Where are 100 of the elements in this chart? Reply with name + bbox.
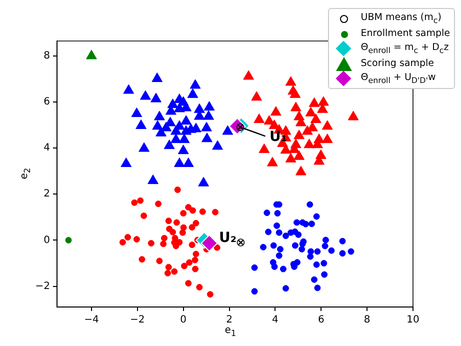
legend-label: Enrollment sample (360, 28, 450, 39)
point (199, 208, 206, 215)
point (270, 242, 277, 249)
point (265, 228, 272, 236)
point (276, 252, 282, 259)
point (164, 270, 171, 276)
point (190, 79, 201, 89)
y-tick-label: 8 (44, 50, 50, 62)
point (170, 134, 182, 144)
point (154, 110, 165, 120)
point (174, 158, 185, 167)
point (185, 204, 192, 211)
x-tick-label: 6 (318, 314, 324, 326)
x-tick-label: 4 (272, 314, 278, 326)
point (339, 238, 346, 244)
point (196, 284, 203, 290)
point (348, 248, 354, 255)
point (137, 197, 144, 204)
point (264, 210, 270, 216)
point (302, 220, 309, 228)
point (322, 120, 333, 130)
point (156, 258, 163, 264)
point (160, 240, 167, 248)
point (307, 253, 314, 260)
point (138, 142, 150, 152)
point (206, 291, 214, 298)
point (304, 138, 315, 148)
point (182, 158, 194, 167)
x-tick-label: 0 (180, 314, 187, 326)
point (192, 220, 200, 226)
point (271, 263, 278, 270)
point (140, 90, 151, 100)
point (251, 288, 258, 295)
point (222, 125, 234, 135)
point (161, 234, 168, 242)
y-tick-label: −2 (35, 280, 50, 292)
point (192, 256, 198, 264)
point (294, 150, 305, 160)
point (185, 280, 192, 287)
point (119, 239, 126, 246)
point (266, 156, 278, 166)
point (339, 250, 346, 257)
point (310, 114, 322, 124)
point (348, 110, 359, 120)
point (180, 210, 187, 217)
point (180, 115, 192, 125)
point (170, 125, 182, 135)
point (131, 199, 138, 206)
point (212, 140, 223, 150)
point (306, 201, 314, 208)
point (322, 236, 329, 244)
point (165, 218, 172, 224)
point (198, 176, 209, 186)
point (124, 234, 131, 240)
point (260, 244, 266, 250)
point (318, 96, 329, 106)
point (164, 140, 175, 150)
point (150, 92, 162, 102)
point (178, 134, 190, 144)
x-tick-label: 10 (406, 314, 420, 326)
point (254, 114, 265, 124)
point (320, 260, 328, 266)
point (173, 219, 180, 226)
point (290, 88, 301, 98)
point (328, 247, 335, 254)
point (65, 236, 72, 244)
point (120, 158, 132, 167)
point (258, 143, 270, 153)
point (180, 262, 188, 270)
point (214, 244, 220, 251)
point (295, 166, 306, 176)
point (314, 284, 321, 292)
point (274, 210, 281, 217)
x-axis-title: e$_{1}$ (224, 325, 238, 338)
point (136, 120, 147, 129)
point (204, 101, 215, 111)
point (140, 212, 148, 220)
point (188, 224, 196, 231)
x-tick-label: 8 (364, 314, 370, 326)
point (178, 144, 189, 154)
legend-label: Scoring sample (360, 58, 434, 69)
point (282, 285, 290, 292)
point (192, 266, 199, 272)
point (251, 91, 262, 101)
point (308, 220, 315, 228)
point (313, 213, 320, 220)
point (156, 126, 166, 136)
y-tick-label: 0 (44, 234, 50, 246)
x-tick-label: −2 (130, 314, 145, 326)
point (285, 76, 296, 86)
point (302, 125, 313, 135)
point (203, 110, 214, 120)
point (174, 102, 185, 112)
legend-label: Θ$_{enroll}$ = m$_{c}$ + D$_{c}$z (360, 42, 449, 55)
point (202, 132, 212, 142)
point (201, 122, 212, 132)
point (194, 103, 205, 113)
point (274, 222, 280, 229)
legend-label: UBM means (m$_{c}$) (360, 12, 442, 25)
point (294, 130, 305, 140)
